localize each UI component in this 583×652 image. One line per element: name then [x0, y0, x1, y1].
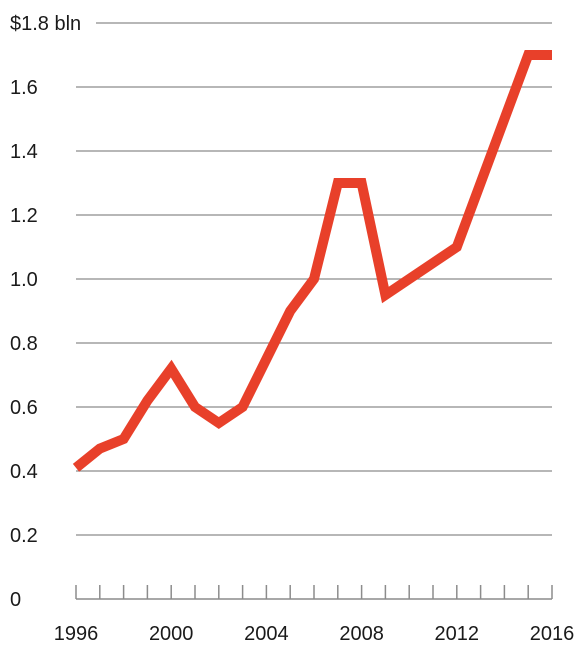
y-tick-label: 1.6	[10, 77, 38, 99]
x-tick-label: 2000	[149, 623, 194, 645]
x-tick-label: 2016	[530, 623, 575, 645]
x-tick-label: 2004	[244, 623, 289, 645]
y-tick-label: 1.0	[10, 269, 38, 291]
y-tick-label: 1.2	[10, 205, 38, 227]
y-tick-label: 0	[10, 589, 21, 611]
x-tick-label: 2012	[435, 623, 480, 645]
y-tick-labels: 0 0.2 0.4 0.6 0.8 1.0 1.2 1.4 1.6 $1.8 bln	[10, 13, 81, 611]
x-axis	[75, 585, 553, 600]
series-line	[72, 50, 552, 472]
y-tick-label: 0.4	[10, 461, 38, 483]
y-tick-label: 1.4	[10, 141, 38, 163]
y-tick-label: 0.6	[10, 397, 38, 419]
y-tick-label: 0.2	[10, 525, 38, 547]
x-tick-labels: 1996 2000 2004 2008 2012 2016	[54, 623, 575, 645]
x-tick-label: 1996	[54, 623, 99, 645]
series-layer	[72, 50, 552, 472]
y-tick-label: 0.8	[10, 333, 38, 355]
y-tick-label: $1.8 bln	[10, 13, 81, 35]
x-tick-label: 2008	[339, 623, 384, 645]
